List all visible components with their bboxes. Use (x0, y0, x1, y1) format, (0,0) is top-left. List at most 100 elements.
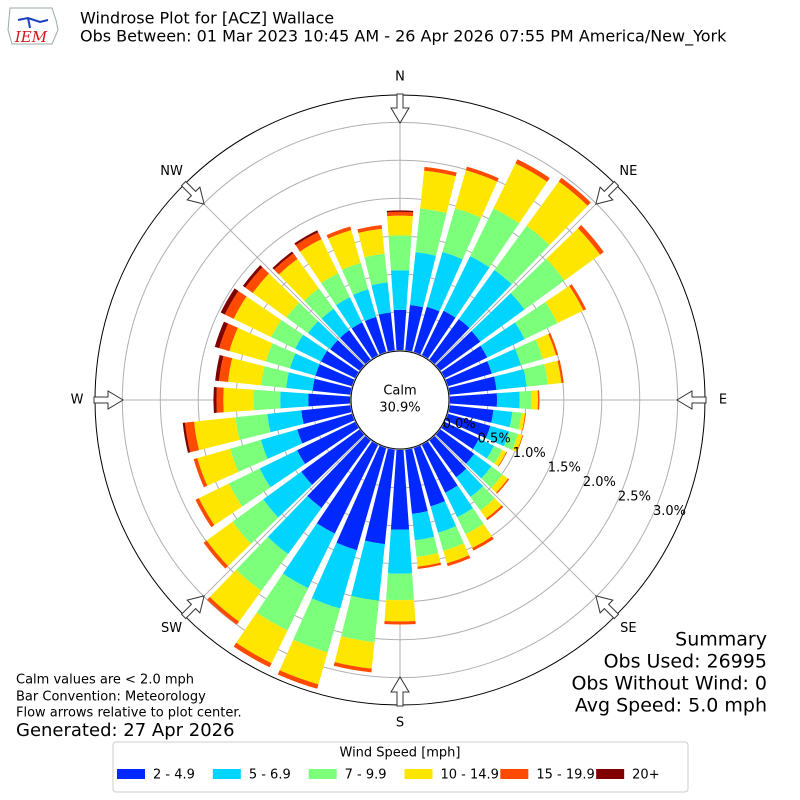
bar-segment (357, 224, 383, 233)
summary-line: Obs Without Wind: 0 (571, 673, 767, 695)
generated: Generated: 27 Apr 2026 (16, 720, 235, 741)
bar-segment (203, 540, 229, 569)
legend-swatch (212, 769, 241, 779)
bar-segment (326, 226, 352, 239)
bar-segment (335, 297, 363, 329)
bar-segment (449, 393, 498, 407)
bar-segment (417, 562, 442, 569)
bar-segment (445, 361, 492, 387)
legend-box (112, 741, 689, 793)
r-tick-label: 0.0% (443, 417, 476, 432)
legend-label: 7 - 9.9 (345, 768, 387, 783)
bar-segment (301, 429, 365, 485)
bar-segment (378, 312, 395, 352)
bar-segment (456, 468, 484, 497)
summary-line: Avg Speed: 5.0 mph (575, 695, 767, 717)
bar-segment (465, 166, 499, 182)
flow-arrow (390, 676, 410, 707)
direction-label: SE (620, 621, 636, 636)
r-tick-label: 0.5% (478, 432, 511, 447)
bar-segment (279, 639, 328, 685)
bar-segment (371, 282, 391, 315)
bar-segment (519, 390, 532, 410)
bar-segment (274, 253, 298, 275)
bar-segment (386, 573, 414, 601)
bar-segment (245, 267, 270, 293)
bar-segment (308, 393, 351, 407)
bar-segment (441, 421, 480, 450)
bar-segment (235, 413, 271, 441)
bar-segment (265, 343, 296, 369)
bar-segment (182, 422, 191, 453)
bar-segment (458, 269, 512, 329)
note: Calm values are < 2.0 mph (16, 673, 194, 688)
bar-segment (384, 620, 416, 625)
bar-segment (341, 595, 379, 643)
bar-segment (491, 474, 508, 493)
bar-segment (390, 449, 410, 530)
bar-segment (295, 232, 322, 252)
bar-segment (207, 597, 240, 625)
bar-segment (535, 333, 557, 360)
legend-swatch (308, 769, 337, 779)
flow-arrow-shape (180, 180, 205, 205)
bar-segment (236, 612, 288, 664)
bar-segment (289, 353, 320, 376)
bar-segment (304, 288, 334, 319)
legend-label: 15 - 19.9 (536, 768, 594, 783)
bar-segment (494, 225, 550, 285)
flow-arrow (595, 595, 620, 620)
bar-segment (435, 330, 481, 371)
bar-segment (438, 526, 464, 551)
r-tick-label: 1.0% (513, 446, 546, 461)
bar-segment (364, 253, 388, 286)
r-tick-label: 2.5% (618, 490, 651, 505)
note: Bar Convention: Meteorology (16, 690, 206, 705)
bar-segment (233, 642, 272, 668)
flow-arrow-shape (595, 180, 620, 205)
bar-segment (415, 208, 447, 256)
bar-segment (405, 304, 424, 352)
bar-segment (229, 327, 273, 362)
bar-segment (358, 228, 385, 258)
grid-spoke (399, 399, 617, 617)
bar-segment (297, 413, 355, 444)
bar-segment (443, 543, 470, 564)
bar-segment (531, 390, 539, 410)
bar-segment (351, 322, 379, 359)
bar-segment (518, 412, 526, 431)
flow-arrow (180, 180, 205, 205)
bar-segment (330, 339, 365, 371)
bar-segment (442, 208, 482, 260)
flow-arrow-shape (390, 676, 410, 707)
direction-label: SW (161, 621, 182, 636)
bar-segment (215, 355, 224, 381)
logo: IEM (7, 7, 59, 46)
bar-segment (271, 319, 304, 349)
flow-arrow (676, 390, 707, 410)
bar-segment (526, 181, 588, 246)
bar-segment (307, 435, 371, 508)
bar-segment (253, 389, 281, 411)
bar-segment (311, 542, 357, 609)
bar-segment (414, 536, 439, 557)
bar-segment (557, 360, 564, 384)
bar-segment (558, 177, 591, 206)
bar-segment (293, 598, 341, 653)
bar-segment (387, 215, 413, 236)
bar-segment (312, 378, 352, 395)
legend-swatch (117, 769, 145, 779)
bar-segment (472, 536, 494, 551)
bar-segment (416, 553, 441, 567)
grid-spoke (183, 183, 401, 401)
bar-segment (194, 417, 240, 451)
bar-segment (454, 170, 498, 218)
note: Flow arrows relative to plot center. (16, 706, 242, 721)
bar-segment (446, 555, 471, 567)
bar-segment (387, 529, 413, 574)
bar-segment (470, 208, 520, 268)
direction-label: N (395, 70, 405, 85)
bar-segment (184, 421, 200, 453)
legend-swatch (596, 769, 625, 779)
